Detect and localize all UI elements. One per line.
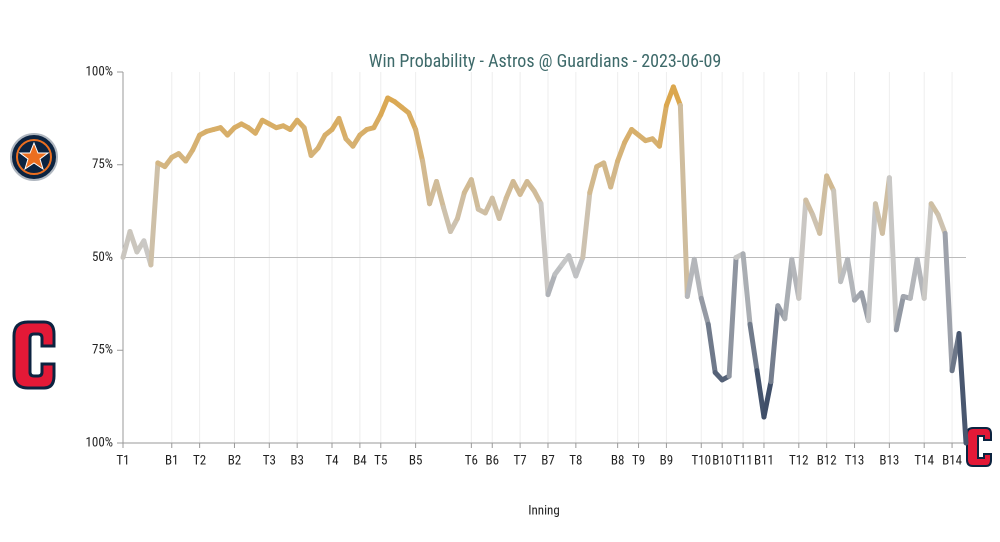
chart-title: Win Probability - Astros @ Guardians - 2…	[369, 51, 722, 72]
line-segment	[587, 164, 600, 196]
x-tick-label: B10	[712, 453, 732, 468]
line-segment	[796, 197, 809, 301]
line-segment	[803, 197, 816, 218]
y-tick-label: 50%	[92, 250, 113, 265]
line-segment	[921, 201, 934, 301]
x-tick-label: T6	[465, 453, 478, 468]
line-segment	[956, 331, 969, 446]
x-tick-label: B8	[611, 453, 625, 468]
x-tick-label: T1	[116, 453, 129, 468]
line-segment	[538, 201, 551, 298]
x-tick-label: B5	[409, 453, 423, 468]
x-tick-label: T13	[845, 453, 865, 468]
line-segment	[768, 303, 781, 385]
x-tick-label: T11	[733, 453, 753, 468]
line-segment	[190, 132, 203, 153]
x-tick-label: T7	[514, 453, 527, 468]
line-segment	[413, 127, 426, 164]
line-segment	[824, 173, 837, 194]
line-segment	[935, 212, 948, 236]
x-tick-label: B11	[754, 453, 774, 468]
x-tick-label: B6	[485, 453, 499, 468]
y-tick-label: 100%	[86, 64, 113, 79]
line-segment	[691, 256, 704, 301]
x-tick-label: T9	[632, 453, 645, 468]
line-segment	[893, 293, 906, 333]
line-segment	[336, 115, 349, 142]
line-segment	[420, 158, 433, 207]
x-tick-label: T10	[691, 453, 711, 468]
x-tick-label: B7	[541, 453, 555, 468]
line-segment	[301, 125, 314, 158]
x-tick-label: B14	[942, 453, 963, 468]
line-segment	[886, 175, 899, 333]
line-segment	[434, 178, 446, 210]
line-segment	[406, 110, 419, 133]
line-segment	[148, 160, 161, 268]
x-tick-label: B4	[353, 453, 367, 468]
y-tick-label: 75%	[92, 157, 113, 172]
line-segment	[656, 102, 669, 149]
line-segment	[698, 295, 711, 327]
line-segment	[782, 256, 795, 322]
line-segment	[677, 102, 690, 299]
x-tick-label: B12	[817, 453, 837, 468]
x-tick-label: T3	[263, 453, 276, 468]
line-segment	[747, 321, 760, 374]
line-segment	[573, 255, 586, 279]
x-tick-label: B3	[290, 453, 304, 468]
line-segment	[740, 251, 753, 327]
x-tick-label: B1	[165, 453, 179, 468]
line-segment	[378, 95, 391, 118]
line-segment	[761, 379, 774, 420]
x-tick-label: B9	[660, 453, 674, 468]
line-segment	[754, 368, 767, 420]
line-segment	[468, 177, 481, 212]
line-segment	[496, 195, 509, 222]
x-tick-label: B2	[228, 453, 242, 468]
x-tick-label: T5	[374, 453, 387, 468]
line-segment	[831, 188, 844, 285]
line-segment	[615, 139, 628, 164]
line-segment	[726, 255, 739, 379]
line-segment	[670, 84, 683, 108]
x-tick-label: T4	[325, 453, 339, 468]
x-tick-label: T2	[193, 453, 206, 468]
x-tick-label: T12	[789, 453, 809, 468]
x-tick-label: T8	[569, 453, 582, 468]
y-tick-label: 100%	[86, 435, 113, 450]
y-tick-label: 75%	[92, 343, 113, 358]
guardians-logo-small	[966, 427, 992, 467]
line-segment	[705, 321, 718, 376]
x-axis-label: Inning	[528, 503, 560, 518]
x-tick-label: B13	[879, 453, 899, 468]
line-segment	[454, 190, 467, 222]
line-segment	[127, 229, 140, 255]
line-segment	[608, 158, 621, 190]
line-segment	[580, 190, 593, 260]
line-segment	[942, 230, 955, 374]
guardians-logo	[12, 320, 56, 390]
x-tick-label: T14	[914, 453, 934, 468]
line-segment	[865, 201, 878, 324]
line-segment	[440, 204, 453, 235]
line-segment	[545, 271, 558, 298]
astros-logo	[10, 133, 58, 181]
line-segment	[845, 256, 858, 303]
line-segment	[817, 173, 830, 236]
